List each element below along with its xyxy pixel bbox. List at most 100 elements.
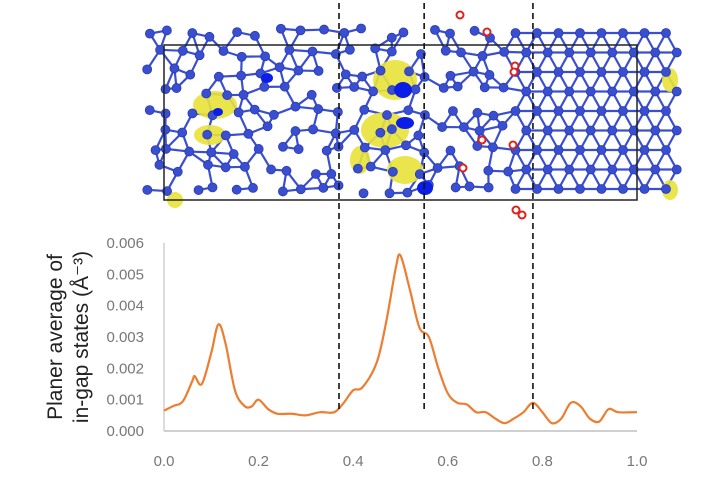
y-tick-label: 0.002 [106, 360, 144, 377]
atom [628, 164, 639, 175]
atom-large [417, 181, 433, 195]
atom [503, 166, 514, 177]
atom [349, 125, 360, 135]
atom [161, 25, 172, 36]
atom [553, 145, 564, 155]
atom [232, 27, 242, 38]
atom [497, 120, 508, 131]
atom [464, 181, 475, 192]
atom [432, 163, 443, 173]
x-tick-label: 0.6 [437, 453, 458, 470]
atom [585, 47, 596, 58]
atom [279, 81, 290, 92]
atom [403, 105, 414, 116]
atom [607, 47, 618, 58]
atom-large [213, 108, 223, 116]
atom [202, 129, 213, 140]
atom [250, 30, 260, 41]
atom [370, 43, 381, 54]
atom [318, 182, 329, 193]
atom [510, 184, 521, 194]
atom [262, 121, 273, 132]
atom [243, 128, 254, 139]
atom [365, 161, 376, 172]
atom [162, 186, 172, 196]
atom [340, 69, 351, 80]
atom [375, 65, 386, 76]
atom [171, 83, 182, 93]
atom [144, 28, 155, 39]
atom [308, 124, 318, 135]
atom [177, 45, 188, 56]
atom [416, 49, 426, 59]
atom [585, 125, 596, 136]
atom-large [394, 82, 412, 98]
atom [380, 145, 391, 155]
atom [269, 109, 279, 120]
atom [483, 165, 494, 176]
atom [661, 106, 671, 116]
atom [259, 81, 270, 92]
atom [313, 104, 324, 114]
atom [430, 24, 440, 35]
atom [359, 142, 370, 153]
atoms [142, 10, 682, 220]
oxygen-atom [482, 27, 492, 37]
atom [358, 188, 369, 199]
atom [575, 67, 585, 77]
atom [356, 23, 367, 34]
atom [206, 147, 217, 158]
atom [661, 145, 671, 155]
atom [194, 50, 205, 61]
atom [479, 82, 490, 93]
y-axis-label-line2: in-gap states (Å⁻³) [70, 251, 93, 423]
atom [278, 141, 288, 152]
atom [542, 164, 553, 175]
atom [618, 28, 628, 38]
atom [596, 145, 607, 155]
atom [618, 184, 628, 194]
atom [575, 145, 585, 155]
atom [239, 161, 250, 172]
atom [249, 104, 260, 115]
atom [445, 145, 456, 156]
atom [639, 67, 650, 77]
line-chart: 0.0 0.2 0.4 0.6 0.8 1.0 0.000 0.001 0.002 0.003 0… [106, 235, 647, 470]
atom [413, 130, 424, 141]
y-tick-label: 0.004 [106, 298, 144, 315]
atom [510, 106, 521, 116]
atom [359, 104, 370, 115]
atom [144, 105, 155, 116]
atom [671, 47, 682, 58]
atom [440, 45, 451, 56]
atom [553, 67, 564, 77]
atom [274, 62, 285, 73]
atom [275, 23, 286, 34]
atom [532, 145, 542, 155]
atom [222, 90, 233, 101]
atom [160, 124, 171, 135]
atom [671, 164, 682, 175]
atom [474, 125, 485, 136]
atom [414, 169, 425, 180]
atom [218, 46, 229, 56]
atom [154, 159, 165, 170]
atom [384, 188, 395, 199]
atom [172, 166, 183, 177]
atom [248, 183, 258, 193]
atom [213, 71, 224, 82]
atom [564, 47, 575, 58]
atom [484, 70, 495, 80]
atom [483, 182, 494, 193]
atom [575, 106, 585, 116]
x-tick-label: 1.0 [627, 453, 648, 470]
oxygen-atom [458, 163, 468, 173]
atom [607, 125, 618, 136]
atom [628, 47, 639, 58]
atom [238, 89, 249, 100]
y-tick-label: 0.001 [106, 392, 144, 409]
atom [349, 82, 360, 92]
atom [161, 143, 171, 154]
atom [142, 64, 153, 75]
atom [193, 185, 204, 195]
